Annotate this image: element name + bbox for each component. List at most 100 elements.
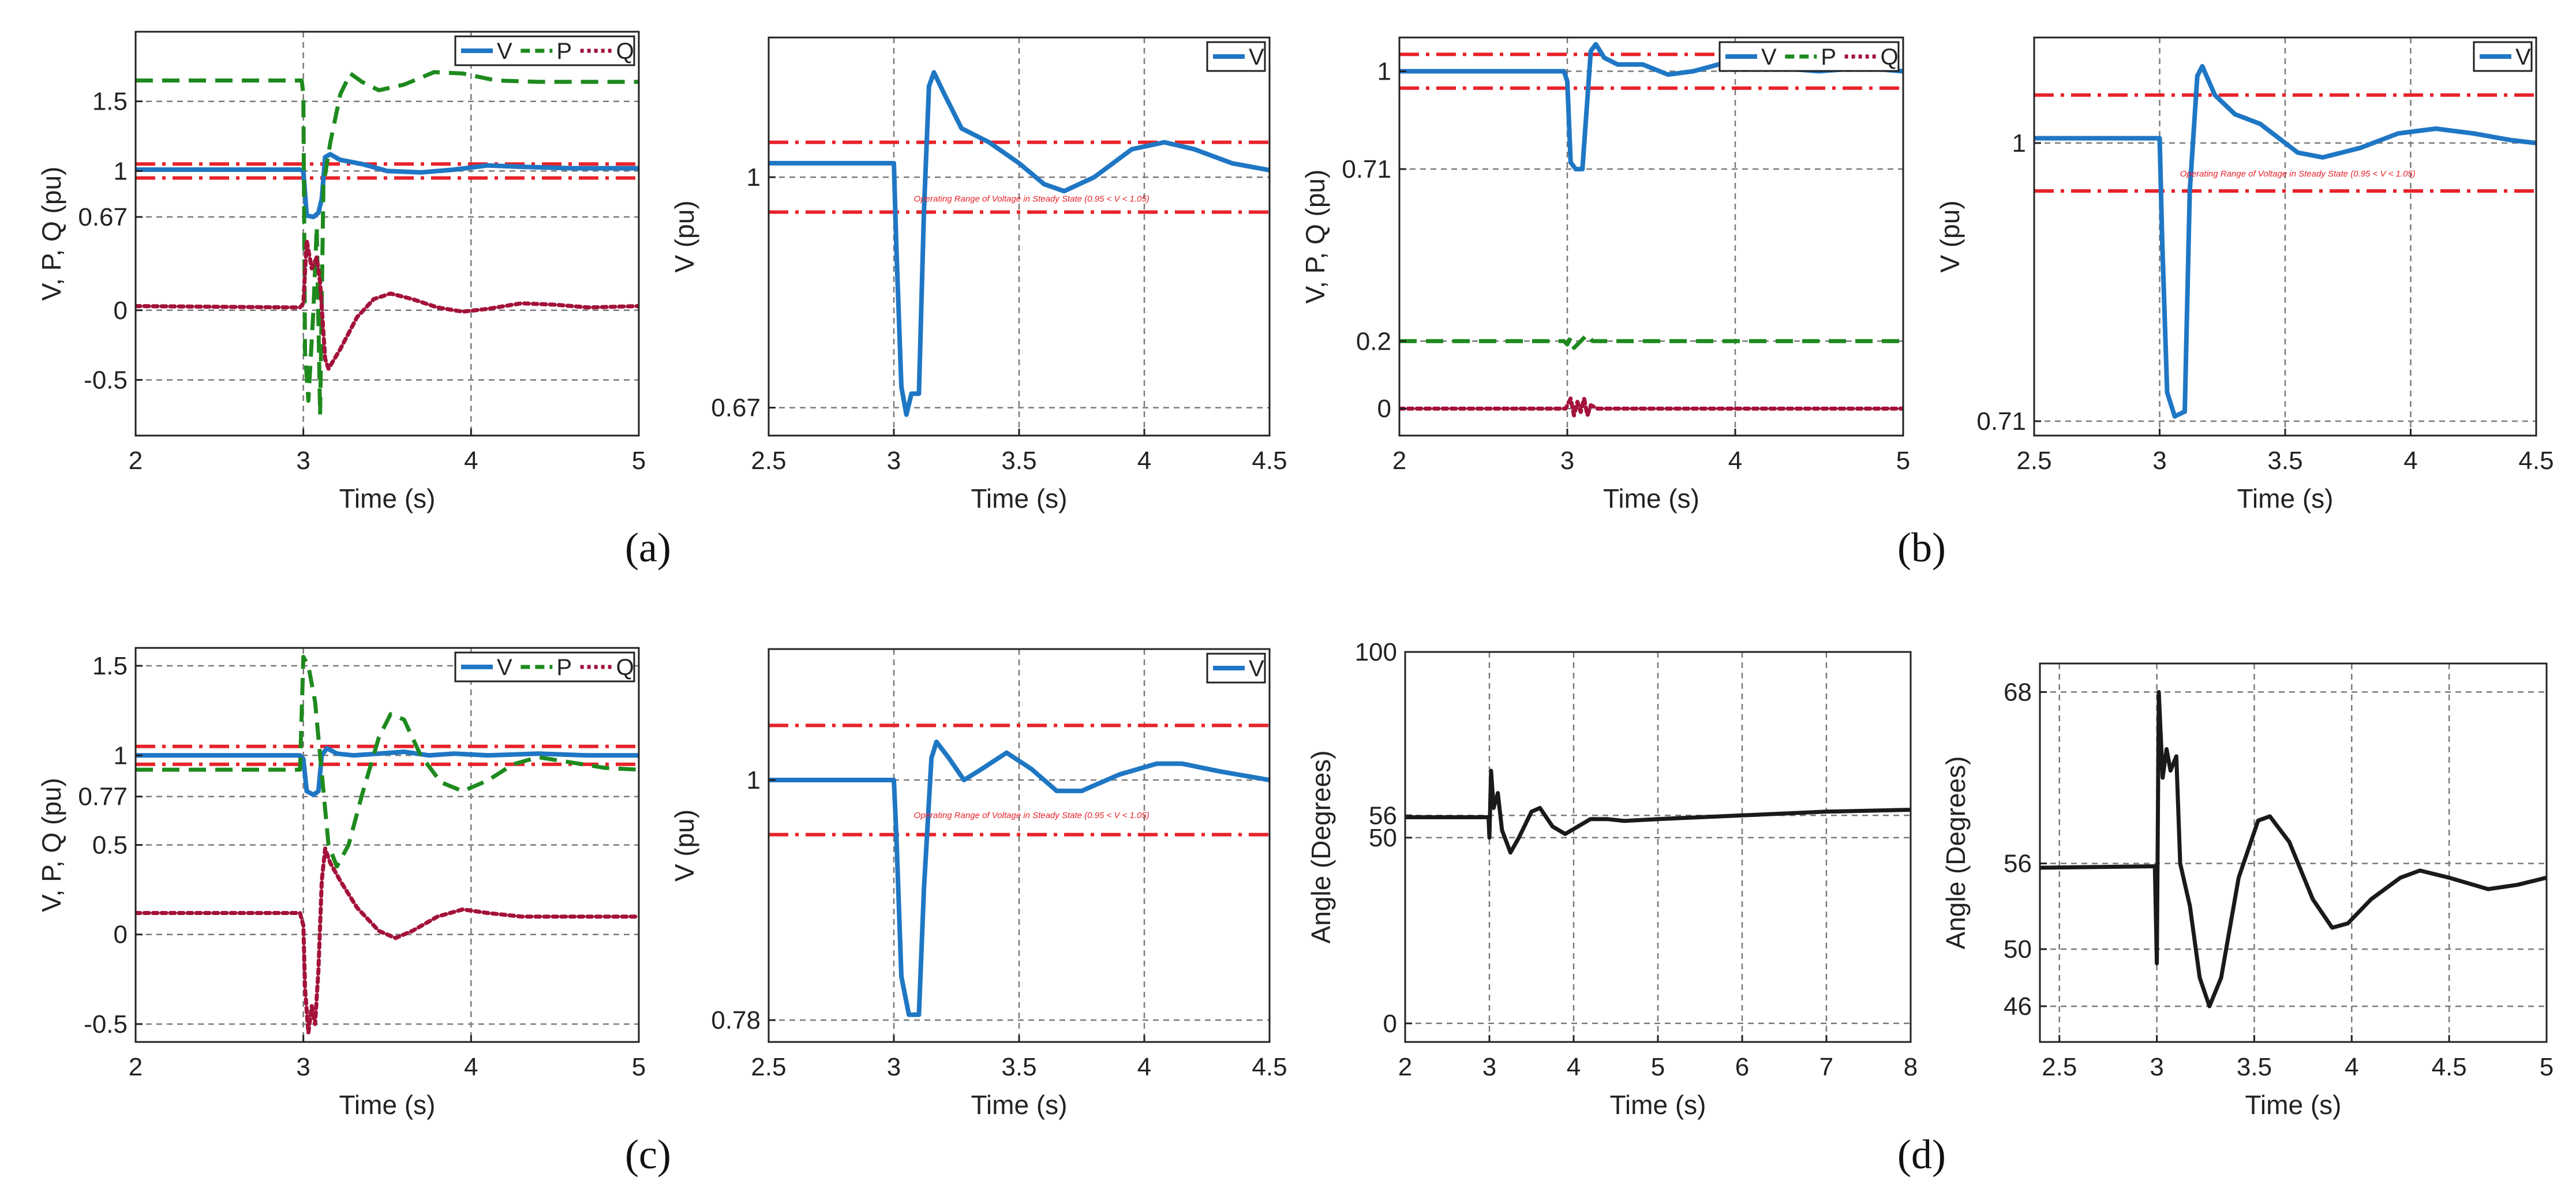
legend-label: V <box>1249 656 1264 681</box>
y-axis-label: Angle (Degrees) <box>1306 751 1336 944</box>
series-line-q <box>136 846 639 1035</box>
operating-range-annotation: Operating Range of Voltage in Steady Sta… <box>914 194 1150 204</box>
series-line-angle <box>1405 768 1911 855</box>
chart-a1: 2 3 4 5 -0.5 0 0.67 1 1.5 Time (s) V, P, Q (pu) V P Q <box>36 31 646 513</box>
y-tick-label: 1.5 <box>92 88 128 116</box>
series-line-v <box>2034 63 2536 419</box>
x-tick-label: 3 <box>2152 447 2166 475</box>
x-tick-label: 2 <box>129 447 143 475</box>
x-tick-label: 4 <box>1728 447 1742 475</box>
series-line-p <box>1399 332 1903 350</box>
x-axis-label: Time (s) <box>339 1090 436 1120</box>
series-line-angle <box>2040 690 2547 1008</box>
x-tick-label: 4 <box>1137 447 1151 475</box>
y-tick-label: 1.5 <box>92 652 128 680</box>
x-tick-label: 3.5 <box>1001 1053 1036 1081</box>
y-tick-label: 50 <box>1369 824 1397 852</box>
x-tick-label: 4.5 <box>2518 447 2553 475</box>
x-tick-label: 2 <box>1392 447 1406 475</box>
x-tick-label: 4 <box>464 1053 478 1081</box>
chart-b1: 2 3 4 5 0 0.2 0.71 1 Time (s) V, P, Q (pu) V P Q <box>1300 36 1910 513</box>
operating-range-annotation: Operating Range of Voltage in Steady Sta… <box>2180 169 2416 179</box>
x-tick-label: 2.5 <box>751 1053 786 1081</box>
x-tick-label: 8 <box>1904 1053 1918 1081</box>
x-tick-label: 5 <box>632 1053 646 1081</box>
x-tick-label: 3 <box>1560 447 1574 475</box>
x-tick-label: 3 <box>887 1053 901 1081</box>
axes-frame <box>1404 651 1912 1043</box>
panel-label-b: (b) <box>1897 524 1946 571</box>
x-axis-label: Time (s) <box>971 483 1068 513</box>
axes-frame <box>2039 662 2548 1043</box>
legend-label: P <box>556 39 572 64</box>
y-tick-label: 0.5 <box>92 831 128 860</box>
panel-label-a: (a) <box>625 524 671 571</box>
y-tick-label: 0.71 <box>1342 155 1391 183</box>
y-tick-label: -0.5 <box>84 1010 128 1038</box>
x-tick-label: 2 <box>1398 1053 1412 1081</box>
x-tick-label: 2.5 <box>751 447 786 475</box>
axes-frame <box>1398 36 1904 437</box>
y-tick-label: 0 <box>114 297 128 325</box>
x-tick-label: 5 <box>2540 1053 2553 1081</box>
legend-label: P <box>556 655 572 680</box>
series-line-p <box>136 655 639 869</box>
series-line-v <box>769 70 1270 417</box>
y-tick-label: 0.67 <box>711 394 761 422</box>
y-tick-label: 0 <box>1377 395 1391 423</box>
x-axis-label: Time (s) <box>2245 1090 2342 1120</box>
x-tick-label: 4.5 <box>1252 447 1287 475</box>
y-axis-label: V (pu) <box>669 809 699 882</box>
panel-label-c: (c) <box>625 1131 671 1178</box>
x-axis-label: Time (s) <box>971 1090 1068 1120</box>
legend-label: V <box>2515 44 2531 70</box>
y-axis-label: V, P, Q (pu) <box>1300 170 1330 304</box>
y-axis-label: V (pu) <box>669 200 699 272</box>
legend-label: V <box>1761 44 1777 70</box>
y-tick-label: 1 <box>2012 129 2026 158</box>
y-axis-label: V, P, Q (pu) <box>36 167 66 301</box>
y-tick-label: 0.71 <box>1976 407 2026 436</box>
x-tick-label: 2.5 <box>2042 1053 2077 1081</box>
y-tick-label: 100 <box>1355 638 1397 666</box>
x-tick-label: 5 <box>1896 447 1910 475</box>
x-tick-label: 2 <box>129 1053 143 1081</box>
x-axis-label: Time (s) <box>1603 483 1699 513</box>
legend-label: Q <box>616 39 634 64</box>
y-tick-label: 1 <box>114 157 128 185</box>
y-axis-label: V (pu) <box>1935 200 1965 272</box>
legend: V <box>1206 653 1266 684</box>
y-tick-label: 0 <box>1383 1010 1397 1038</box>
chart-c1: 2 3 4 5 -0.5 0 0.5 0.77 1 1.5 Time (s) V, P, Q (pu)… <box>36 647 646 1120</box>
legend-label: Q <box>1881 44 1899 70</box>
y-tick-label: -0.5 <box>84 366 128 394</box>
x-tick-label: 4 <box>1137 1053 1151 1081</box>
x-tick-label: 5 <box>632 447 646 475</box>
x-axis-label: Time (s) <box>2237 483 2334 513</box>
series-line-v <box>769 739 1270 1017</box>
chart-a2: Operating Range of Voltage in Steady Sta… <box>669 36 1287 513</box>
x-tick-label: 3 <box>2150 1053 2163 1081</box>
legend: V <box>1206 41 1266 72</box>
operating-range-annotation: Operating Range of Voltage in Steady Sta… <box>914 811 1150 820</box>
x-tick-label: 3.5 <box>1001 447 1036 475</box>
x-tick-label: 3 <box>1482 1053 1496 1081</box>
y-tick-label: 1 <box>747 766 761 794</box>
series-line-p <box>136 70 639 417</box>
legend-label: V <box>497 39 512 64</box>
y-tick-label: 68 <box>2004 678 2032 707</box>
x-tick-label: 4 <box>2403 447 2417 475</box>
x-tick-label: 7 <box>1819 1053 1833 1081</box>
series-line-q <box>136 238 639 371</box>
x-tick-label: 3 <box>296 447 310 475</box>
series-line-v <box>136 745 639 797</box>
y-tick-label: 56 <box>1369 801 1397 830</box>
chart-b2: Operating Range of Voltage in Steady Sta… <box>1935 36 2554 513</box>
x-tick-label: 2.5 <box>2016 447 2051 475</box>
y-tick-label: 0 <box>114 921 128 949</box>
x-tick-label: 4 <box>2345 1053 2358 1081</box>
x-tick-label: 3.5 <box>2237 1053 2272 1081</box>
